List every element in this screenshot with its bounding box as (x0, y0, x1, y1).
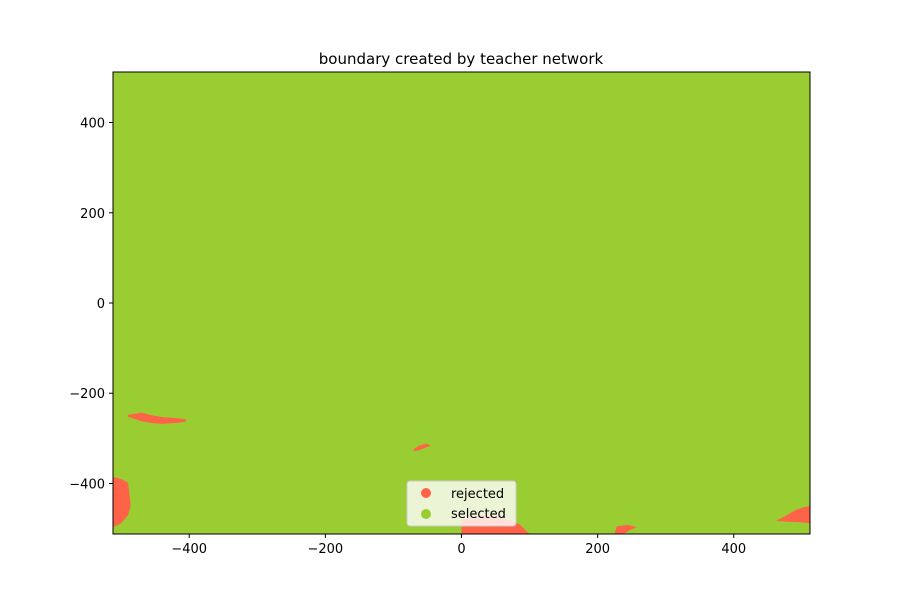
legend: rejected selected (406, 480, 517, 527)
x-tick-label-0: −400 (171, 542, 207, 557)
plot-frame (112, 71, 811, 535)
plot-area (113, 72, 810, 534)
legend-marker-selected (421, 509, 431, 519)
x-tick-label-4: 400 (721, 542, 746, 557)
y-tick-label-3: −200 (69, 387, 105, 402)
x-axis: −400 −200 0 200 400 (171, 534, 746, 557)
legend-marker-rejected (421, 488, 431, 498)
x-tick-label-2: 0 (457, 542, 465, 557)
region-rejected-4 (614, 525, 638, 534)
chart-title: boundary created by teacher network (319, 50, 604, 68)
region-rejected-5 (776, 506, 810, 524)
legend-box (406, 480, 517, 527)
region-rejected-0 (113, 476, 131, 528)
legend-label-rejected: rejected (451, 487, 504, 502)
region-rejected-1 (128, 412, 186, 424)
y-tick-label-4: −400 (69, 477, 105, 492)
x-tick-label-3: 200 (585, 542, 610, 557)
region-rejected-2 (413, 443, 431, 451)
region-selected (113, 72, 810, 534)
legend-label-selected: selected (451, 507, 506, 522)
x-tick-label-1: −200 (308, 542, 344, 557)
y-tick-label-2: 0 (97, 297, 105, 312)
y-tick-label-1: 200 (80, 207, 105, 222)
y-axis: 400 200 0 −200 −400 (69, 117, 113, 492)
y-tick-label-0: 400 (80, 117, 105, 132)
